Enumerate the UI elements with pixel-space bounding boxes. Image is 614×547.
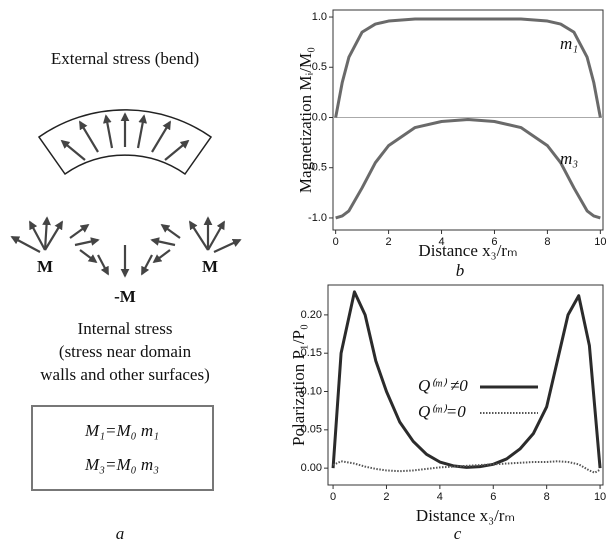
y-axis-label: Magnetization Mᵢ/M₀: [296, 47, 315, 193]
y-tick-label: 0.0: [312, 111, 327, 123]
panel-a: External stress (bend): [10, 49, 242, 543]
x-axis-label: Distance x₃/rₘ: [416, 506, 515, 525]
domain-label: M: [37, 257, 53, 276]
x-tick-label: 8: [544, 236, 550, 248]
series-label: m₁: [560, 34, 578, 53]
legend-label: Q⁽ᵐ⁾=0: [418, 402, 466, 421]
x-tick-label: 4: [438, 236, 444, 248]
y-axis-label: Polarization P₁/P₀: [289, 324, 308, 446]
panel-a-title: External stress (bend): [51, 49, 199, 68]
domain-label: M: [202, 257, 218, 276]
equation: M₃=M₀ m₃: [84, 455, 159, 474]
domain-label: -M: [114, 287, 136, 306]
bent-plate: [37, 109, 213, 176]
y-tick-label: 0.5: [312, 61, 327, 73]
x-tick-label: 4: [437, 491, 443, 503]
caption-line: walls and other surfaces): [40, 365, 209, 384]
caption-line: (stress near domain: [59, 342, 192, 361]
y-tick-label: 0.15: [301, 347, 322, 359]
x-tick-label: 8: [544, 491, 550, 503]
legend-label: Q⁽ᵐ⁾ ≠0: [418, 376, 468, 395]
data-line: [331, 290, 602, 469]
x-tick-label: 0: [330, 491, 336, 503]
equation: M₁=M₀ m₁: [84, 421, 159, 440]
y-tick-label: -0.5: [308, 162, 327, 174]
data-line: [332, 460, 601, 474]
x-axis-label: Distance x₃/rₘ: [418, 241, 517, 260]
x-tick-label: 10: [594, 236, 606, 248]
bend-arrows: [60, 112, 190, 161]
panel-label: c: [454, 524, 462, 543]
caption-line: Internal stress: [78, 319, 173, 338]
x-tick-label: 10: [594, 491, 606, 503]
y-tick-label: 0.10: [301, 385, 322, 397]
y-tick-label: 0.05: [301, 424, 322, 436]
x-tick-label: 6: [491, 236, 497, 248]
panel-label: a: [116, 524, 125, 543]
data-line: [334, 17, 602, 118]
panel-label: b: [456, 261, 465, 280]
equation-box: [31, 405, 214, 491]
y-tick-label: 1.0: [312, 11, 327, 23]
y-tick-label: -1.0: [308, 212, 327, 224]
x-tick-label: 2: [386, 236, 392, 248]
y-tick-label: 0.00: [301, 462, 322, 474]
data-line: [335, 117, 601, 220]
series-label: m₃: [560, 149, 578, 168]
plot-frame: [327, 284, 604, 486]
x-tick-label: 2: [383, 491, 389, 503]
x-tick-label: 6: [490, 491, 496, 503]
x-tick-label: 0: [333, 236, 339, 248]
y-tick-label: 0.20: [301, 309, 322, 321]
domain-arrows: [10, 216, 242, 278]
plot-frame: [332, 9, 604, 231]
